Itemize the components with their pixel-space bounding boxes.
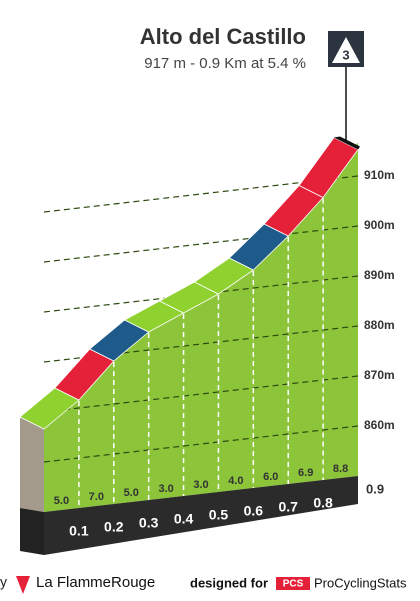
profile-segment bbox=[113, 325, 149, 504]
grid-line bbox=[43, 375, 359, 413]
base-band bbox=[44, 476, 358, 555]
pcs-logo bbox=[276, 577, 310, 590]
summit-cap bbox=[334, 136, 360, 150]
x-tick-label: 0.1 bbox=[69, 523, 89, 539]
x-tick-label: 0.7 bbox=[278, 499, 298, 515]
gradient-label: 6.9 bbox=[298, 467, 313, 479]
profile-segment bbox=[288, 190, 324, 484]
x-tick-label: 0.9 bbox=[366, 481, 384, 496]
gradient-label: 3.0 bbox=[158, 483, 173, 495]
gradient-label: 3.0 bbox=[193, 479, 208, 491]
side-base bbox=[20, 508, 44, 555]
grid-line bbox=[43, 225, 359, 263]
gradient-label: 4.0 bbox=[228, 475, 243, 487]
chart-title: Alto del Castillo bbox=[140, 24, 306, 49]
x-tick-label: 0.5 bbox=[209, 507, 229, 523]
y-tick-label: 870m bbox=[364, 368, 395, 382]
x-tick-label: 0.8 bbox=[313, 495, 333, 511]
chart-subtitle: 917 m - 0.9 Km at 5.4 % bbox=[144, 55, 306, 72]
grid-line bbox=[43, 425, 359, 463]
y-tick-label: 900m bbox=[364, 218, 395, 232]
y-tick-label: 880m bbox=[364, 318, 395, 332]
y-tick-label: 860m bbox=[364, 418, 395, 432]
site-text: ProCyclingStats bbox=[314, 575, 407, 590]
side-face bbox=[20, 418, 44, 512]
profile-segment bbox=[253, 229, 289, 488]
gradient-label: 5.0 bbox=[124, 487, 139, 499]
profile-segment bbox=[148, 306, 184, 500]
x-tick-label: 0.2 bbox=[104, 519, 124, 535]
gradient-label: 8.8 bbox=[333, 463, 348, 475]
gradient-label: 7.0 bbox=[89, 491, 104, 503]
brand-icon bbox=[16, 576, 30, 594]
profile-segment bbox=[183, 287, 219, 496]
footer-text: y bbox=[0, 574, 7, 590]
x-tick-label: 0.6 bbox=[244, 503, 264, 519]
grid-line bbox=[43, 275, 359, 313]
x-tick-label: 0.4 bbox=[174, 511, 194, 527]
y-tick-label: 890m bbox=[364, 268, 395, 282]
designed-text: designed for bbox=[190, 575, 268, 590]
gradient-label: 6.0 bbox=[263, 471, 278, 483]
badge-triangle bbox=[332, 37, 360, 63]
profile-segment bbox=[44, 393, 79, 512]
pcs-text: PCS bbox=[283, 579, 304, 590]
profile-segment bbox=[218, 263, 254, 492]
gradient-label: 5.0 bbox=[54, 495, 69, 507]
x-tick-label: 0.3 bbox=[139, 515, 159, 531]
footer: y La FlammeRouge designed for PCS ProCyc… bbox=[0, 574, 407, 594]
y-tick-label: 910m bbox=[364, 168, 395, 182]
profile-segment bbox=[323, 142, 358, 480]
category-label: 3 bbox=[342, 47, 349, 62]
profile-segment bbox=[78, 354, 114, 508]
brand-text: La FlammeRouge bbox=[36, 574, 155, 591]
